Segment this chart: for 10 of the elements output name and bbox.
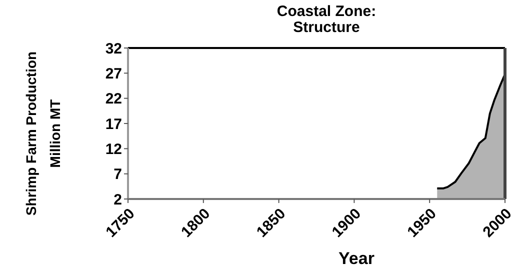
x-axis-title: Year bbox=[338, 249, 375, 268]
y-tick-label: 12 bbox=[105, 140, 122, 158]
y-axis-title: Shrimp Farm Production Million MT bbox=[23, 51, 63, 216]
y-tick-label: 2 bbox=[114, 191, 122, 208]
y-tick-label: 17 bbox=[105, 116, 122, 133]
chart-title: Coastal Zone: Structure bbox=[276, 3, 376, 36]
y-tick-label: 27 bbox=[105, 65, 122, 82]
y-tick-label: 32 bbox=[105, 40, 122, 58]
y-tick-label: 7 bbox=[114, 166, 122, 184]
y-tick-label: 22 bbox=[105, 90, 122, 108]
